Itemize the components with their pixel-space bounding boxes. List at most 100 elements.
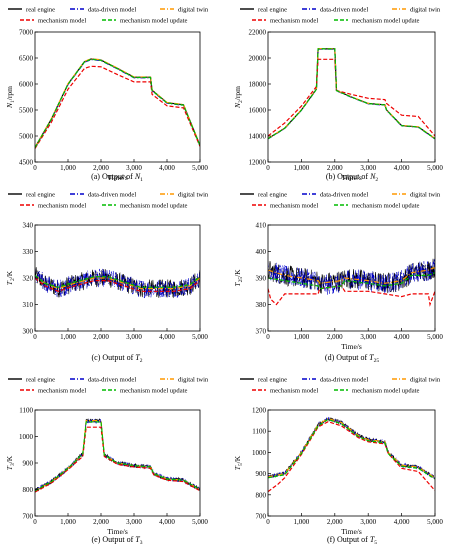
plot-frame (34, 31, 201, 163)
series-line (35, 58, 200, 148)
y-tick-label: 700 (23, 513, 34, 521)
plot-frame (267, 31, 436, 163)
x-axis-label: Time/s (341, 342, 362, 351)
legend-label: digital twin (410, 377, 441, 384)
plot-area (268, 258, 435, 307)
x-tick-label: 5,000 (427, 164, 443, 172)
legend-entry: mechanism model (20, 203, 86, 210)
panel-caption: (e) Output of T3 (92, 535, 143, 546)
y-tick-label: 4500 (19, 159, 34, 167)
legend-entry: data-driven model (302, 192, 368, 199)
y-tick-label: 340 (23, 222, 34, 230)
y-tick-label: 330 (23, 248, 34, 256)
caption-var: N (369, 172, 376, 181)
y-tick-label: 12000 (249, 159, 267, 167)
legend-entry: mechanism model (252, 203, 318, 210)
y-tick-label: 900 (23, 460, 34, 468)
y-tick-label: 400 (256, 248, 267, 256)
series-line (268, 48, 435, 140)
x-axis-label: Time/s (341, 173, 362, 182)
caption-sub: 3 (140, 540, 143, 546)
plot-area (268, 416, 435, 493)
legend-entry: data-driven model (70, 192, 136, 199)
x-tick-label: 1,000 (60, 518, 76, 526)
legend-label: mechanism model update (120, 18, 187, 25)
legend-entry: mechanism model update (334, 388, 419, 395)
legend-label: real engine (26, 7, 55, 14)
chart-panel: real engine data-driven model digital twin… (5, 7, 209, 184)
y-tick-label: 410 (256, 222, 267, 230)
legend-label: data-driven model (88, 192, 136, 199)
y-tick-label: 6000 (19, 81, 34, 89)
legend-entry: mechanism model (20, 388, 86, 395)
y-tick-label: 14000 (249, 133, 267, 141)
legend-label: mechanism model update (120, 388, 187, 395)
x-tick-label: 2,000 (327, 164, 343, 172)
x-tick-label: 1,000 (60, 333, 76, 341)
y-tick-label: 1000 (19, 433, 34, 441)
legend-entry: real engine (8, 377, 55, 384)
legend-label: data-driven model (320, 7, 368, 14)
series-line (268, 48, 435, 140)
caption-sub: 25 (374, 358, 380, 364)
legend-label: real engine (26, 377, 55, 384)
legend-entry: digital twin (392, 377, 441, 384)
x-tick-label: 0 (266, 518, 270, 526)
legend-label: mechanism model update (352, 18, 419, 25)
y-tick-label: 320 (23, 275, 34, 283)
caption-prefix: (d) Output of (325, 353, 369, 362)
series-line (268, 421, 435, 493)
y-tick-label: 7000 (19, 29, 34, 37)
series-line (268, 47, 435, 140)
y-axis-label: T5/K (233, 455, 244, 470)
legend-entry: mechanism model (252, 18, 318, 25)
x-tick-label: 5,000 (427, 518, 443, 526)
y-axis-sub: 25 (238, 277, 244, 283)
caption-prefix: (b) Output of (326, 172, 370, 181)
y-axis-label: T3/K (5, 455, 16, 470)
plot-frame (267, 409, 436, 517)
legend-label: mechanism model update (352, 388, 419, 395)
legend-label: mechanism model (38, 18, 86, 25)
panel-caption: (b) Output of N2 (326, 172, 379, 183)
x-tick-label: 0 (33, 518, 37, 526)
y-tick-label: 1200 (252, 407, 267, 415)
y-tick-label: 20000 (249, 55, 267, 63)
caption-sub: 5 (374, 540, 377, 546)
legend-label: data-driven model (320, 192, 368, 199)
caption-var: T (135, 535, 140, 544)
legend-label: digital twin (178, 192, 209, 199)
legend-label: real engine (258, 7, 287, 14)
legend-label: real engine (258, 192, 287, 199)
x-tick-label: 0 (33, 164, 37, 172)
x-tick-label: 3,000 (126, 164, 142, 172)
y-axis-var: T (233, 282, 242, 287)
y-axis-sub: 2 (10, 278, 16, 281)
y-tick-label: 370 (256, 328, 267, 336)
y-axis-var: T (233, 465, 242, 470)
legend-label: mechanism model update (352, 203, 419, 210)
series-line (268, 258, 435, 296)
x-tick-label: 2,000 (327, 518, 343, 526)
series-line (268, 258, 435, 294)
y-axis-sub: 3 (10, 463, 16, 466)
series-line (35, 421, 200, 492)
y-axis-unit: /K (233, 455, 242, 463)
series-line (268, 48, 435, 140)
y-tick-label: 1100 (252, 428, 266, 436)
series-line (35, 268, 200, 299)
series-line (35, 65, 200, 149)
y-axis-var: N (5, 102, 14, 109)
x-tick-label: 0 (33, 333, 37, 341)
legend-entry: mechanism model update (102, 388, 187, 395)
y-axis-sub: 1 (10, 100, 16, 103)
legend-label: mechanism model (270, 18, 318, 25)
series-line (268, 58, 435, 137)
series-line (268, 266, 435, 284)
x-tick-label: 4,000 (159, 333, 175, 341)
caption-sub: 2 (375, 177, 378, 183)
x-tick-label: 3,000 (360, 518, 376, 526)
x-tick-label: 1,000 (294, 333, 310, 341)
legend-entry: data-driven model (302, 7, 368, 14)
legend-label: real engine (26, 192, 55, 199)
